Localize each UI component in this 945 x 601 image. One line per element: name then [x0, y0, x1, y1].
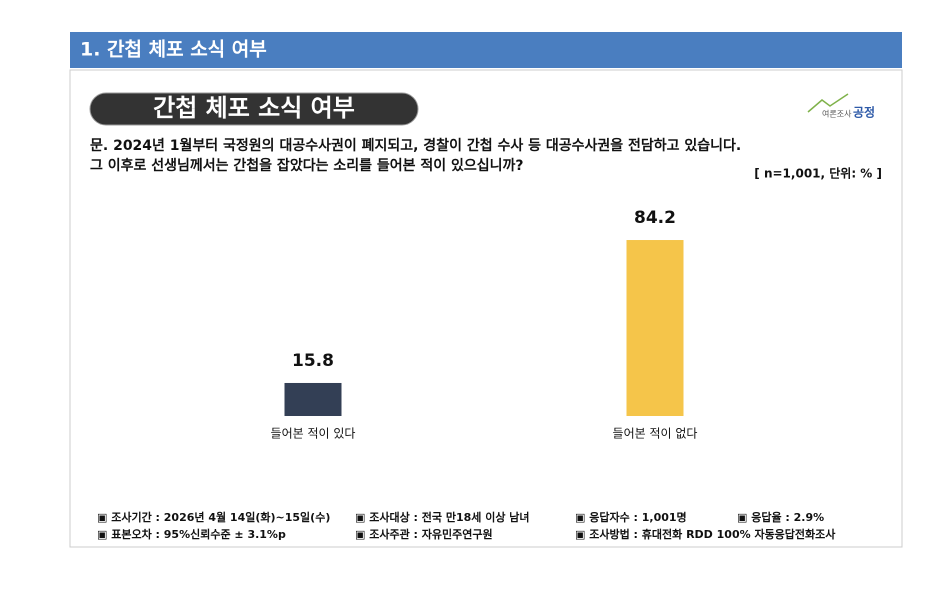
footer-item: ▣ 응답자수 : 1,001명 — [575, 510, 687, 524]
section-bar — [70, 32, 902, 68]
bar — [284, 382, 342, 416]
value-label: 84.2 — [634, 208, 676, 228]
logo-small: 여론조사 — [822, 109, 852, 119]
footer-item: ▣ 조사방법 : 휴대전화 RDD 100% 자동응답전화조사 — [575, 527, 836, 541]
footer-item: ▣ 표본오차 : 95%신뢰수준 ± 3.1%p — [97, 527, 286, 541]
footer-item: ▣ 조사주관 : 자유민주연구원 — [355, 527, 493, 541]
section-title: 1. 간첩 체포 소식 여부 — [80, 39, 267, 61]
value-label: 15.8 — [292, 351, 334, 371]
plot: 15.8 들어본 적이 있다 84.2 들어본 적이 없다 — [271, 208, 698, 440]
logo-mark — [807, 93, 849, 113]
footer-item: ▣ 조사대상 : 전국 만18세 이상 남녀 — [355, 510, 530, 524]
title-pill — [89, 92, 419, 126]
footer-item: ▣ 조사기간 : 2026년 4월 14일(화)~15일(수) — [97, 510, 330, 524]
panel — [69, 69, 903, 548]
question-line: 문. 2024년 1월부터 국정원의 대공수사권이 폐지되고, 경찰이 간첩 수… — [90, 137, 741, 154]
logo-main: 공정 — [853, 105, 875, 120]
category-label: 들어본 적이 없다 — [613, 427, 698, 441]
bar — [626, 240, 684, 416]
footer-item: ▣ 응답율 : 2.9% — [737, 510, 824, 524]
sample-note: [ n=1,001, 단위: % ] — [754, 166, 882, 181]
category-label: 들어본 적이 있다 — [271, 427, 356, 441]
footer: ▣ 조사기간 : 2026년 4월 14일(화)~15일(수) ▣ 조사대상 : … — [97, 510, 836, 541]
question-line: 그 이후로 선생님께서는 간첩을 잡았다는 소리를 들어본 적이 있으십니까? — [90, 157, 524, 174]
chart-title: 간첩 체포 소식 여부 — [153, 94, 355, 122]
